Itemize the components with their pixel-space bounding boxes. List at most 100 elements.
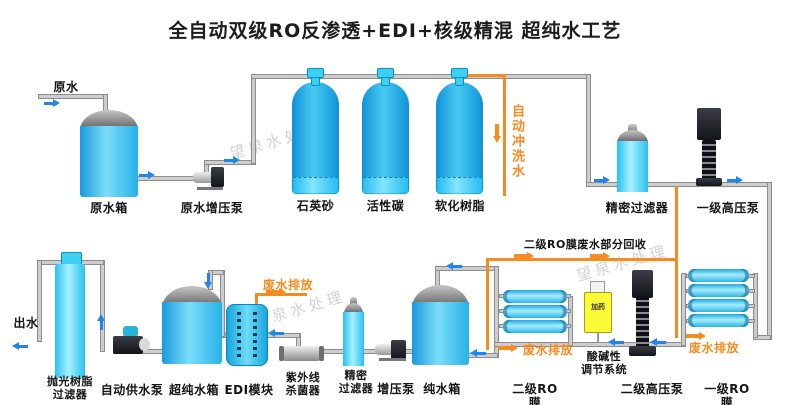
edi-dots [253,312,257,358]
label-stage2-ro: 二级RO膜 [512,382,558,405]
stage1-ro-tube [688,269,749,282]
flow-arrow-right [139,171,155,179]
activated-carbon-filter [362,82,409,194]
label-pure-tank: 纯水箱 [423,382,461,396]
pure-tank [412,302,469,365]
flow-arrow-left [650,338,666,346]
ultrapure-tank [162,302,222,364]
label-recovery: 二级RO膜废水部分回收 [524,238,647,251]
label-activated-carbon: 活性碳 [366,199,405,213]
label-stage1-ro: 一级RO膜 [704,382,750,405]
quartz-sand-filter [292,82,339,194]
pipe-header-riser [251,74,256,164]
label-waste-ro2: 废水排放 [522,343,573,357]
line-edi-waste-rise [255,293,258,308]
flow-arrow-up [97,314,105,330]
pipe-hp1-line [586,182,772,187]
stage1-hp-pump-motor [697,108,721,140]
label-waste-ro1: 废水排放 [688,341,739,355]
stage1-hp-pump-base [696,178,722,186]
line-ro1-waste-recovery [675,186,678,338]
precision-filter-top-dome [617,130,648,143]
label-booster-pump: 增压泵 [377,382,415,396]
flow-arrow-right [594,176,610,184]
stage1-hp-pump-column [702,140,716,182]
label-auto-flush: 自动冲洗水 [509,104,524,179]
line-ro2-waste [486,258,489,350]
booster-pump-motor [391,340,406,359]
flow-arrow-down [204,273,212,289]
precision-filter-bottom-dome [344,303,363,314]
stage2-hp-pump-base [629,346,656,356]
flow-arrow-left [446,262,462,270]
label-quartz-sand: 石英砂 [296,199,335,213]
softening-resin-band [437,177,482,193]
precision-filter-bottom [343,312,364,366]
label-stage1-hp-pump: 一级高压泵 [696,201,760,215]
raw-booster-pump-base [197,187,223,190]
dosing-tank-stem [597,333,599,343]
auto-supply-pump [113,336,143,354]
valve-icon [307,68,324,78]
raw-booster-pump-motor [211,167,224,187]
stage2-hp-pump-motor [632,270,653,298]
flow-arrow-left [470,349,486,357]
precision-filter-top-knob [628,124,637,132]
booster-pump [375,344,395,355]
stage2-ro-tube [503,320,567,333]
waste-arrow-right [686,332,706,340]
stage2-ro-tube [503,290,567,303]
flow-arrow-left [268,329,284,337]
waste-arrow-right [498,344,518,352]
line-flush-drop [503,74,506,196]
raw-tank [80,126,138,197]
pipe-ro2-permeate [435,266,499,271]
valve-stem [381,77,390,86]
pipe-filter-header [251,74,591,79]
label-raw-tank: 原水箱 [90,201,128,215]
booster-pump-base [379,358,406,361]
stage2-hp-pump-column [636,296,649,348]
raw-tank-dome [80,110,138,130]
dosing-tank: 加药 [584,292,612,333]
precision-filter-bottom-knob [350,297,357,304]
flow-arrow-right [44,99,60,107]
label-ultrapure-tank: 超纯水箱 [168,383,219,397]
activated-carbon-band [363,177,408,193]
precision-filter-top [617,141,648,192]
label-raw-booster-pump: 原水增压泵 [180,201,244,215]
recovery-arrow-right [590,252,610,260]
flow-arrow-right [224,156,240,164]
auto-supply-pump-cap [123,326,138,337]
waste-arrow-right [266,288,286,296]
pipe-header-drop [586,74,591,186]
polishing-filter [55,264,85,378]
line-flush-top [452,74,506,77]
line-recovery [486,258,678,261]
valve-stem [455,77,464,86]
valve-stem [311,77,320,86]
quartz-sand-band [293,177,338,193]
stage1-ro-tube [688,314,749,327]
label-outlet: 出水 [13,316,39,330]
label-edi-module: EDI模块 [224,383,274,397]
label-softening-resin: 软化树脂 [434,199,485,213]
flow-arrow-right [727,176,743,184]
raw-booster-pump [193,172,215,183]
pipe-ro1-feed-drop [767,182,772,340]
label-stage2-hp-pump: 二级高压泵 [620,382,684,396]
pipe-outlet-drop [37,260,42,342]
uv-sterilizer [279,346,324,361]
label-waste-edi: 废水排放 [262,278,313,292]
label-polishing-filter: 抛光树脂 过滤器 [47,375,93,401]
stage2-ro-tube [503,305,567,318]
edi-dots [237,312,241,358]
stage1-ro-tube [688,299,749,312]
flow-arrow-left [608,338,624,346]
label-precision-filter-top: 精密过滤器 [605,201,669,215]
edi-module [226,304,268,366]
recovery-arrow-right [514,252,534,260]
uv-cap [319,346,324,361]
auto-supply-pump-tank [139,338,150,351]
